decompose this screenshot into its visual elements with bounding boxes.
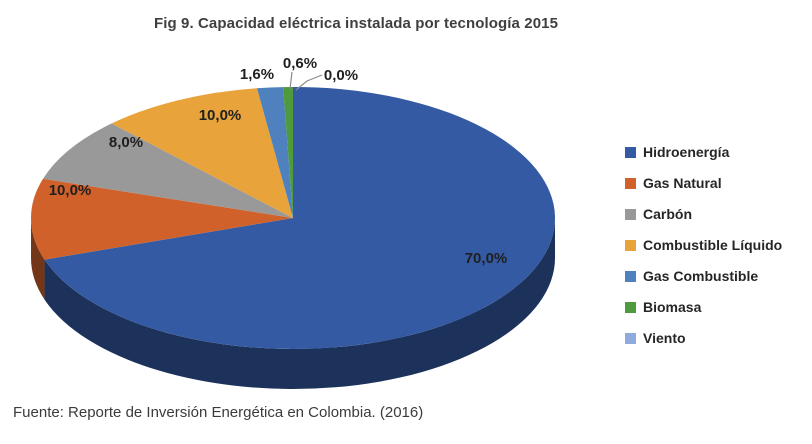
chart-title: Fig 9. Capacidad eléctrica instalada por… <box>153 15 559 32</box>
legend-item-carbon: Carbón <box>625 206 782 222</box>
legend-item-gas-natural: Gas Natural <box>625 175 782 191</box>
legend-swatch-icon <box>625 301 636 313</box>
legend-label: Gas Combustible <box>643 268 759 284</box>
legend-label: Viento <box>643 330 686 346</box>
legend-swatch-icon <box>625 177 636 189</box>
legend-item-combustible-liquido: Combustible Líquido <box>625 237 782 253</box>
legend-label: Biomasa <box>643 299 702 315</box>
data-label-hidroenergia: 70,0% <box>465 250 508 267</box>
legend-swatch-icon <box>625 332 636 344</box>
pie-slice-side-hidroenergia <box>44 218 555 389</box>
data-label-combustible-liquido: 10,0% <box>199 107 242 124</box>
legend-swatch-icon <box>625 270 636 282</box>
source-note: Fuente: Reporte de Inversión Energética … <box>13 404 424 421</box>
pie-slice-hidroenergia <box>44 87 555 349</box>
leader-line-viento <box>295 74 323 91</box>
legend-item-hidroenergia: Hidroenergía <box>625 144 782 160</box>
pie-slice-gas-combustible <box>256 87 293 218</box>
data-label-gas-natural: 10,0% <box>49 182 92 199</box>
data-label-carbon: 8,0% <box>109 134 143 151</box>
pie-slice-carbon <box>43 123 293 218</box>
data-label-viento: 0,0% <box>324 67 358 84</box>
data-label-biomasa: 0,6% <box>283 55 317 72</box>
legend: Hidroenergía Gas Natural Carbón Combustible… <box>625 144 782 346</box>
legend-item-viento: Viento <box>625 330 782 346</box>
data-label-gas-combustible: 1,6% <box>240 66 274 83</box>
pie-slice-biomasa <box>283 87 293 218</box>
legend-swatch-icon <box>625 146 636 158</box>
leader-line-biomasa <box>289 71 293 90</box>
legend-label: Gas Natural <box>643 175 722 191</box>
legend-swatch-icon <box>625 208 636 220</box>
pie-slice-gas-natural <box>30 178 293 260</box>
legend-label: Hidroenergía <box>643 144 730 160</box>
legend-label: Combustible Líquido <box>643 237 783 253</box>
pie-slice-combustible-liquido <box>111 88 294 219</box>
legend-label: Carbón <box>643 206 692 222</box>
legend-swatch-icon <box>625 239 636 251</box>
pie-slice-side-gas-natural <box>31 218 45 300</box>
legend-item-gas-combustible: Gas Combustible <box>625 268 782 284</box>
legend-item-biomasa: Biomasa <box>625 299 782 315</box>
